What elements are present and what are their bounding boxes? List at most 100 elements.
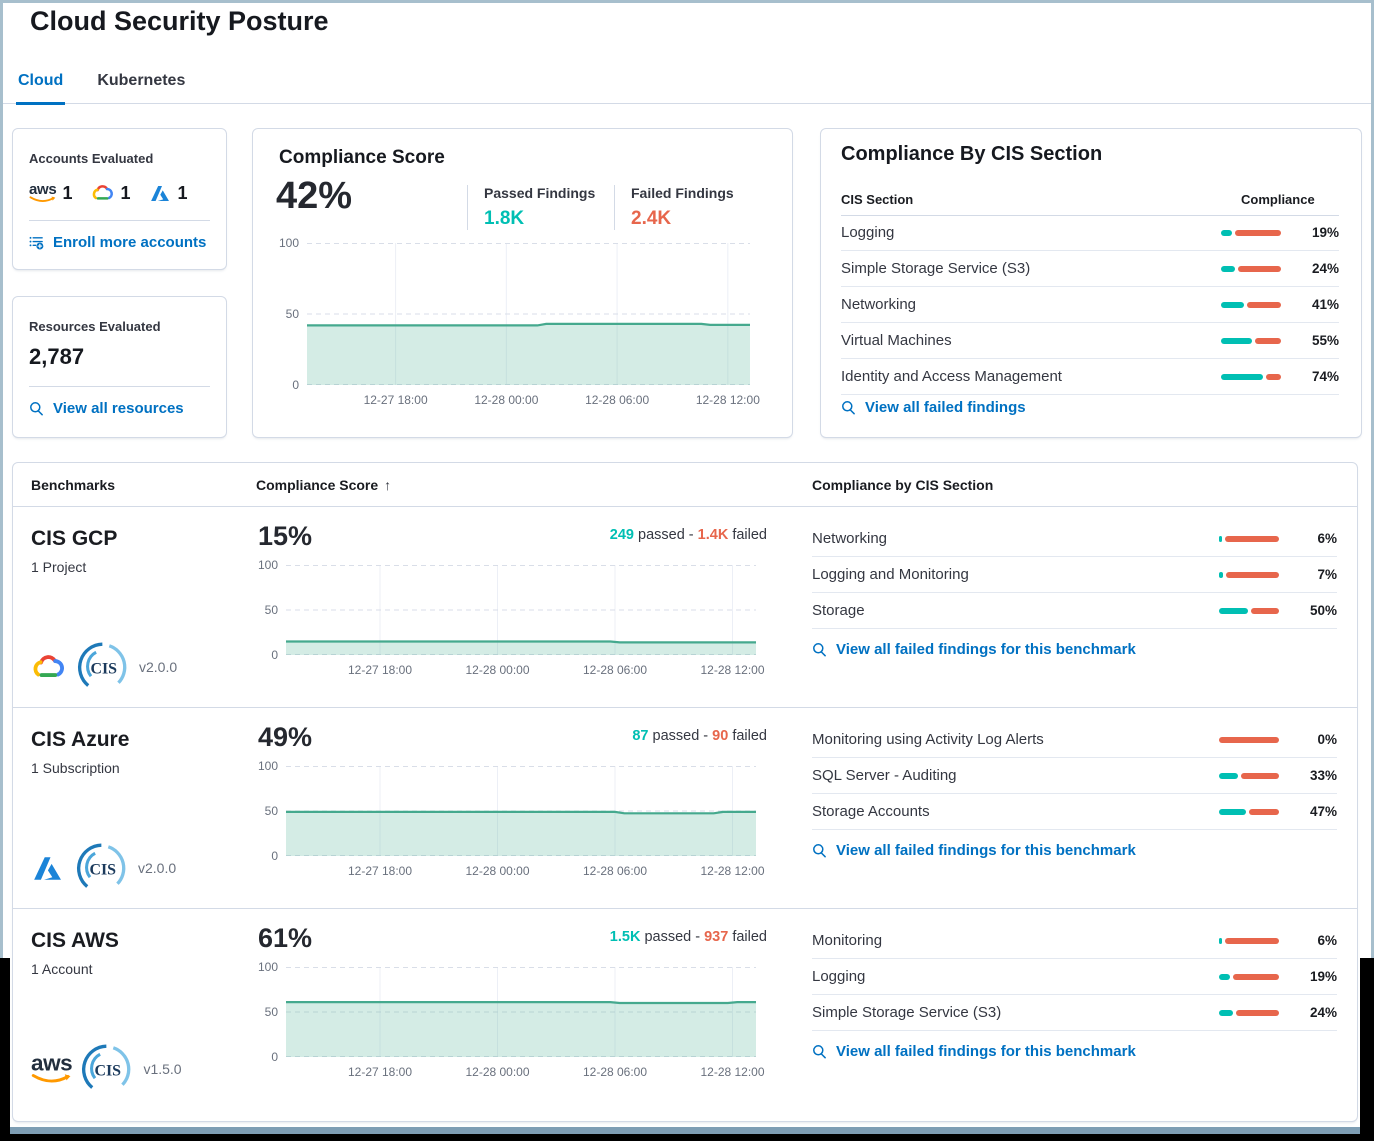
- compliance-percent: 47%: [1309, 804, 1337, 819]
- passed-findings-value: 1.8K: [484, 208, 525, 229]
- compliance-column-header: Compliance: [1241, 192, 1315, 207]
- cis-section-label: Logging and Monitoring: [812, 566, 969, 583]
- compliance-percent: 7%: [1317, 567, 1337, 582]
- benchmark-row: CIS AWS 1 Account aws CIS v1.5.0 61% 1.5K pass…: [13, 908, 1357, 1109]
- tab-bar: Cloud Kubernetes: [16, 68, 187, 105]
- benchmark-version: v1.5.0: [143, 1061, 182, 1077]
- compliance-bar: [1221, 337, 1281, 344]
- compliance-bar: [1221, 265, 1281, 272]
- view-failed-findings-benchmark-label: View all failed findings for this benchm…: [836, 842, 1136, 859]
- svg-text:CIS: CIS: [89, 861, 116, 878]
- compliance-bar-passed: [1219, 535, 1222, 542]
- accounts-evaluated-title: Accounts Evaluated: [29, 151, 154, 166]
- gcp-icon: [91, 184, 114, 202]
- cis-logo: CIS: [80, 1041, 136, 1097]
- cis-section-row: Simple Storage Service (S3) 24%: [812, 995, 1337, 1031]
- desktop-background: [0, 1134, 1374, 1141]
- cis-section-card-title: Compliance By CIS Section: [841, 143, 1103, 165]
- cis-section-label: Virtual Machines: [841, 332, 952, 349]
- cis-section-row: Monitoring 6%: [812, 923, 1337, 959]
- compliance-percent: 33%: [1309, 768, 1337, 783]
- compliance-bar-passed: [1221, 337, 1252, 344]
- compliance-bar-passed: [1219, 772, 1238, 779]
- svg-text:CIS: CIS: [95, 1062, 122, 1079]
- compliance-score-card: Compliance Score 42% Passed Findings 1.8…: [252, 128, 793, 438]
- compliance-bar-failed: [1233, 973, 1279, 980]
- compliance-percent: 6%: [1317, 531, 1337, 546]
- benchmarks-table-header: Benchmarks Compliance Score ↑ Compliance …: [13, 463, 1357, 507]
- compliance-percent: 24%: [1309, 1005, 1337, 1020]
- compliance-bar-failed: [1226, 571, 1279, 578]
- benchmark-version: v2.0.0: [139, 659, 178, 675]
- compliance-bar: [1221, 373, 1281, 380]
- benchmark-name: CIS AWS: [31, 929, 119, 952]
- resources-evaluated-card: Resources Evaluated 2,787 View all resou…: [12, 296, 227, 438]
- view-failed-findings-benchmark-link[interactable]: View all failed findings for this benchm…: [812, 1043, 1136, 1060]
- cis-section-label: SQL Server - Auditing: [812, 767, 957, 784]
- compliance-bar: [1219, 937, 1279, 944]
- view-failed-findings-benchmark-link[interactable]: View all failed findings for this benchm…: [812, 842, 1136, 859]
- compliance-percent: 19%: [1309, 969, 1337, 984]
- compliance-by-cis-section-card: Compliance By CIS Section CIS Section Co…: [820, 128, 1362, 438]
- view-failed-findings-benchmark-link[interactable]: View all failed findings for this benchm…: [812, 641, 1136, 658]
- compliance-percent: 6%: [1317, 933, 1337, 948]
- compliance-bar-failed: [1238, 265, 1281, 272]
- view-all-resources-link[interactable]: View all resources: [29, 400, 184, 417]
- cis-logo: CIS: [75, 840, 131, 896]
- benchmark-cis-sections: Networking 6% Logging and Monitoring 7% Stor…: [773, 507, 1357, 707]
- compliance-bar: [1219, 607, 1279, 614]
- compliance-bar-failed: [1255, 337, 1281, 344]
- compliance-bar-passed: [1219, 1009, 1233, 1016]
- benchmark-score-value: 61%: [258, 923, 313, 953]
- cis-section-column-header: CIS Section: [841, 192, 914, 207]
- compliance-percent: 74%: [1311, 369, 1339, 384]
- benchmark-rows: CIS GCP 1 Project CIS v2.0.0 15% 249 passed -…: [13, 507, 1357, 1109]
- benchmark-row: CIS GCP 1 Project CIS v2.0.0 15% 249 passed -…: [13, 507, 1357, 707]
- compliance-bar-passed: [1219, 607, 1248, 614]
- magnifier-icon: [841, 400, 856, 415]
- account-provider-counts: aws 1 1 1: [29, 179, 210, 207]
- benchmark-subtitle: 1 Subscription: [31, 760, 120, 776]
- cis-section-row: Simple Storage Service (S3) 24%: [841, 251, 1339, 287]
- view-all-failed-findings-link[interactable]: View all failed findings: [841, 399, 1026, 416]
- accounts-evaluated-card: Accounts Evaluated aws 1 1 1 Enroll more ac…: [12, 128, 227, 270]
- tab-kubernetes[interactable]: Kubernetes: [97, 72, 186, 89]
- tab-cloud[interactable]: Cloud: [16, 68, 66, 105]
- benchmark-info: CIS AWS 1 Account aws CIS v1.5.0: [13, 909, 256, 1109]
- compliance-bar: [1221, 301, 1281, 308]
- compliance-bar: [1219, 973, 1279, 980]
- cis-section-row: Networking 41%: [841, 287, 1339, 323]
- enroll-more-accounts-link[interactable]: Enroll more accounts: [29, 234, 206, 251]
- compliance-bar-failed: [1225, 937, 1279, 944]
- aws-icon: aws: [31, 1053, 73, 1086]
- compliance-percent: 19%: [1311, 225, 1339, 240]
- cis-section-label: Logging: [812, 968, 866, 985]
- page-title: Cloud Security Posture: [30, 6, 329, 36]
- failed-findings-label: Failed Findings: [631, 185, 734, 201]
- aws-icon: aws: [29, 182, 57, 204]
- benchmark-score-value: 15%: [258, 521, 313, 551]
- benchmark-name: CIS GCP: [31, 527, 118, 550]
- benchmark-cis-sections: Monitoring 6% Logging 19% Simple Storage Ser…: [773, 909, 1357, 1109]
- compliance-bar-passed: [1221, 229, 1232, 236]
- magnifier-icon: [812, 1044, 827, 1059]
- failed-findings-block: Failed Findings 2.4K: [614, 185, 761, 230]
- benchmark-name: CIS Azure: [31, 728, 130, 751]
- compliance-bar-failed: [1249, 808, 1279, 815]
- chart-y-axis: 0 50 100: [257, 759, 278, 863]
- compliance-score-trend-chart: 0 50 100 12-27 18:00 12-28 00:00 12-28 06:00 1…: [278, 236, 760, 407]
- desktop-background-right: [1360, 958, 1374, 1141]
- window-bottom-frame: [0, 1127, 1374, 1134]
- account-count: 1: [120, 182, 131, 203]
- view-failed-findings-benchmark-label: View all failed findings for this benchm…: [836, 1043, 1136, 1060]
- cis-section-row: Logging and Monitoring 7%: [812, 557, 1337, 593]
- benchmark-subtitle: 1 Project: [31, 559, 87, 575]
- compliance-percent: 41%: [1311, 297, 1339, 312]
- compliance-bar: [1219, 736, 1279, 743]
- benchmarks-column-header: Benchmarks: [31, 477, 116, 493]
- cis-section-row: Monitoring using Activity Log Alerts 0%: [812, 722, 1337, 758]
- benchmark-trend-chart: 0 50 100 12-27 18:00 12-28 00:00 12-28 06:00 1…: [257, 960, 765, 1079]
- benchmark-passed-count: 249: [609, 527, 634, 543]
- benchmark-cis-sections: Monitoring using Activity Log Alerts 0% SQ…: [773, 708, 1357, 908]
- compliance-score-sort-header[interactable]: Compliance Score ↑: [256, 477, 392, 493]
